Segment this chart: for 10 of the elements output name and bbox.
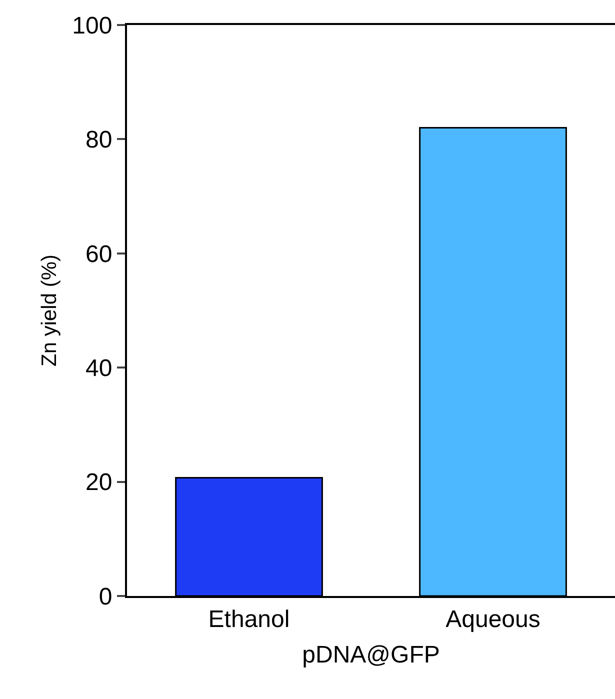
y-tick-label: 100 [72,12,112,40]
x-tick-label: Aqueous [446,606,540,633]
y-axis-title: Zn yield (%) [38,254,61,367]
y-tick-label: 0 [98,583,112,610]
x-axis-title: pDNA@GFP [302,642,440,669]
y-tick-label: 80 [85,126,112,154]
x-tick-label: Ethanol [208,606,290,633]
y-tick-label: 60 [85,240,112,268]
y-tick-label: 20 [85,469,112,496]
y-tick-label: 40 [85,355,112,382]
